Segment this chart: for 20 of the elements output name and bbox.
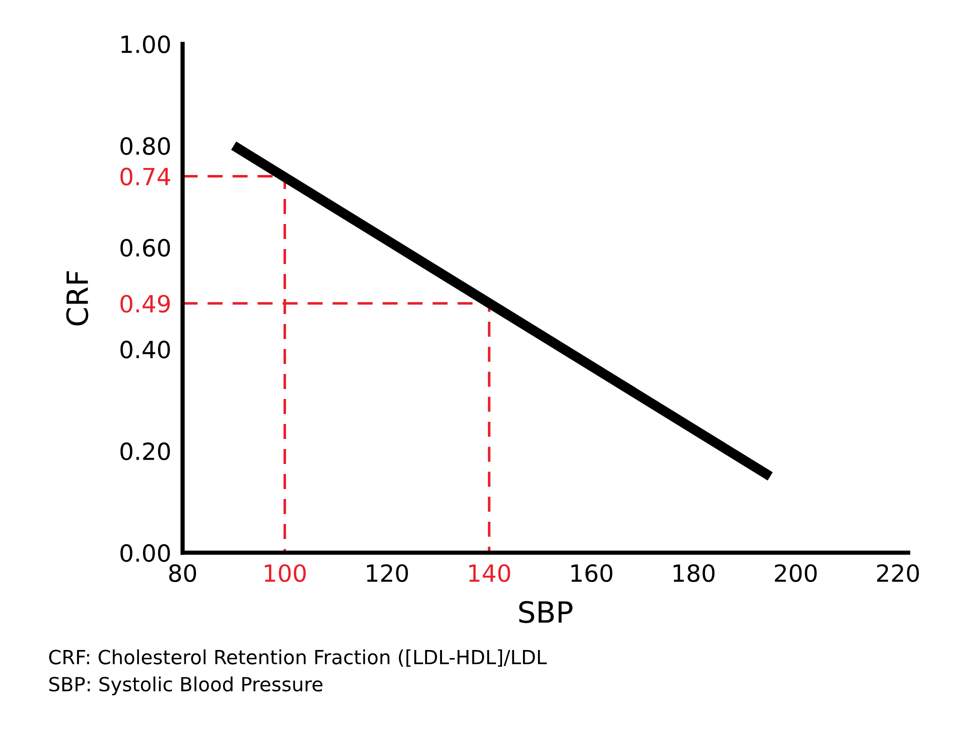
x-tick-label: 140 bbox=[469, 564, 510, 582]
y-tick-label: 0.49 bbox=[120, 294, 170, 313]
x-tick-label: 200 bbox=[774, 564, 817, 582]
text: SBP: Systolic Blood Pressure bbox=[49, 676, 322, 696]
y-tick-label: 0.74 bbox=[120, 168, 170, 186]
y-axis-title: CRF bbox=[66, 271, 88, 326]
x-axis-title: SBP bbox=[519, 601, 572, 624]
y-tick-label: 0.20 bbox=[120, 442, 170, 460]
x-tick-label: 220 bbox=[877, 564, 919, 582]
x-tick-label: 100 bbox=[264, 564, 306, 582]
x-tick-label: 120 bbox=[367, 564, 408, 582]
x-tick-label: 160 bbox=[571, 564, 612, 582]
y-tick-label: 0.00 bbox=[120, 544, 170, 562]
text: CRF: Cholesterol Retention Fraction ([LDL-HDL]/LDL bbox=[49, 649, 547, 667]
y-tick-label: 0.40 bbox=[120, 340, 170, 358]
y-tick-label: 1.00 bbox=[122, 35, 170, 54]
x-tick-label: 180 bbox=[674, 564, 715, 582]
y-tick-label: 0.80 bbox=[120, 137, 170, 155]
x-tick-label: 80 bbox=[169, 564, 196, 582]
y-tick-label: 0.60 bbox=[120, 238, 170, 257]
